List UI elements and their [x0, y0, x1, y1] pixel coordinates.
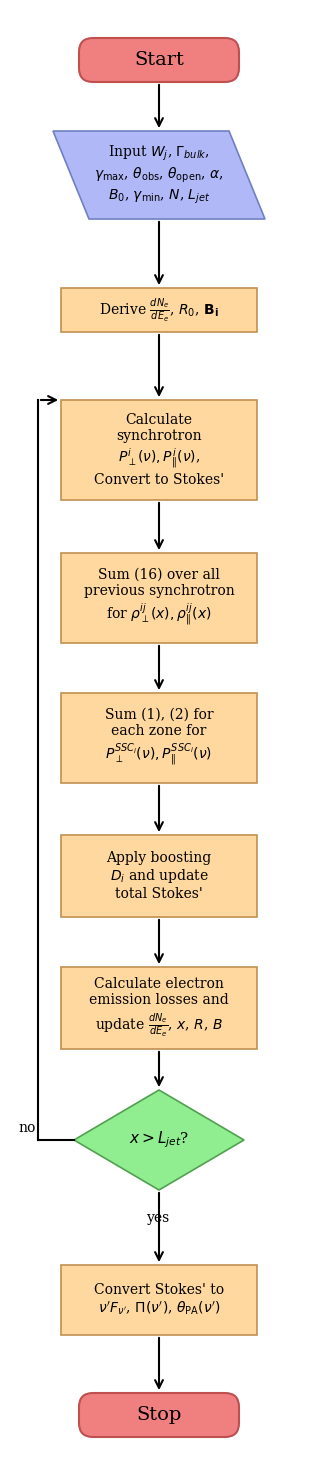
Polygon shape: [74, 1090, 244, 1191]
Text: $x > L_{jet}$?: $x > L_{jet}$?: [129, 1129, 189, 1150]
FancyBboxPatch shape: [79, 38, 239, 82]
Bar: [61, 400, 257, 500]
Text: Sum (16) over all
previous synchrotron
for $\rho^{ij}_{\perp}(x),\rho^{ij}_{\|}(: Sum (16) over all previous synchrotron f…: [84, 568, 234, 627]
Text: Sum (1), (2) for
each zone for
$P^{SSC_i}_{\perp}(\nu),P^{SSC_i}_{\|}(\nu)$: Sum (1), (2) for each zone for $P^{SSC_i…: [105, 708, 213, 767]
Text: yes: yes: [147, 1211, 171, 1226]
Bar: [61, 835, 257, 918]
Bar: [61, 693, 257, 783]
Text: no: no: [19, 1121, 36, 1135]
Text: Convert Stokes' to
$\nu' F_{\nu'}$, $\Pi(\nu')$, $\theta_{\mathrm{PA}}(\nu')$: Convert Stokes' to $\nu' F_{\nu'}$, $\Pi…: [94, 1282, 224, 1317]
Text: Apply boosting
$D_i$ and update
total Stokes': Apply boosting $D_i$ and update total St…: [107, 851, 211, 902]
Text: Calculate
synchrotron
$P^i_{\perp}(\nu),P^i_{\|}(\nu)$,
Convert to Stokes': Calculate synchrotron $P^i_{\perp}(\nu),…: [94, 413, 224, 487]
Bar: [61, 553, 257, 643]
Bar: [61, 1265, 257, 1335]
Polygon shape: [53, 131, 265, 219]
Text: Start: Start: [134, 51, 184, 69]
Text: Stop: Stop: [136, 1406, 182, 1424]
Text: Calculate electron
emission losses and
update $\frac{dN_e}{dE_e}$, $x$, $R$, $B$: Calculate electron emission losses and u…: [89, 978, 229, 1039]
Text: Derive $\frac{dN_e}{dE_e}$, $R_0$, $\mathbf{B_i}$: Derive $\frac{dN_e}{dE_e}$, $R_0$, $\mat…: [99, 296, 219, 324]
FancyBboxPatch shape: [79, 1393, 239, 1437]
Bar: [61, 967, 257, 1049]
Text: Input $W_j$, $\Gamma_{bulk}$,
$\gamma_{\mathrm{max}}$, $\theta_{\mathrm{obs}}$, : Input $W_j$, $\Gamma_{bulk}$, $\gamma_{\…: [94, 144, 224, 206]
Bar: [61, 287, 257, 333]
